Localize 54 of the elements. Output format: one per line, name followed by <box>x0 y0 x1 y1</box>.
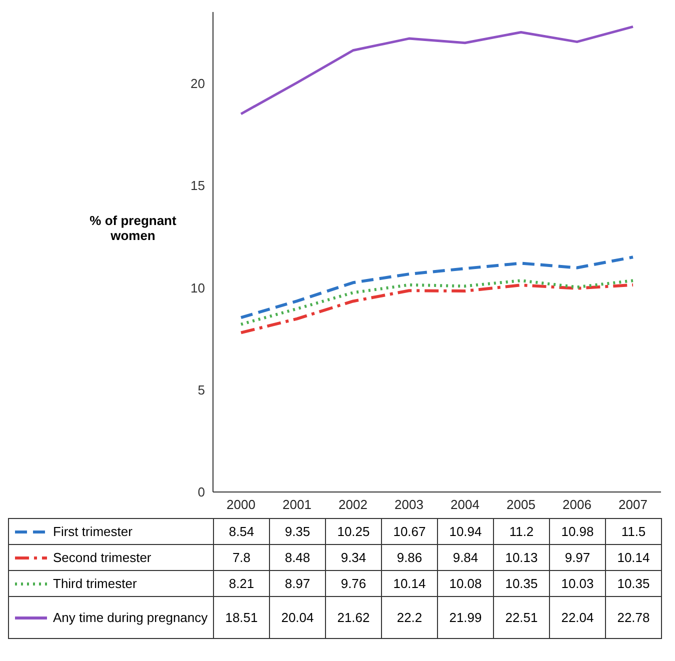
data-label: 8.54 <box>214 518 270 544</box>
data-label: 11.5 <box>606 518 662 544</box>
data-label: 22.2 <box>382 596 438 638</box>
data-label: 9.76 <box>326 570 382 596</box>
legend-label: First trimester <box>53 524 132 539</box>
data-label: 21.62 <box>326 596 382 638</box>
x-tick-label: 2007 <box>618 497 648 512</box>
data-label: 10.03 <box>550 570 606 596</box>
data-label: 22.78 <box>606 596 662 638</box>
line-series <box>240 279 634 326</box>
data-label: 22.04 <box>550 596 606 638</box>
y-tick-label: 20 <box>190 76 205 92</box>
y-tick-label: 10 <box>190 280 205 296</box>
data-label: 9.97 <box>550 544 606 570</box>
x-tick-label: 2000 <box>226 497 256 512</box>
y-axis-title: % of pregnant women <box>88 213 178 243</box>
x-tick-label: 2004 <box>450 497 480 512</box>
data-label: 21.99 <box>438 596 494 638</box>
data-label: 9.84 <box>438 544 494 570</box>
data-label: 7.8 <box>214 544 270 570</box>
legend-label: Any time during pregnancy <box>53 610 208 625</box>
x-tick-label: 2006 <box>562 497 592 512</box>
data-label: 8.97 <box>270 570 326 596</box>
data-label: 10.14 <box>606 544 662 570</box>
data-label: 9.86 <box>382 544 438 570</box>
data-label: 10.35 <box>606 570 662 596</box>
data-label: 22.51 <box>494 596 550 638</box>
line-series <box>240 256 634 320</box>
y-tick-label: 0 <box>198 484 205 500</box>
x-tick-label: 2003 <box>394 497 424 512</box>
legend-label: Third trimester <box>53 576 137 591</box>
data-label: 10.08 <box>438 570 494 596</box>
x-tick-label: 2001 <box>282 497 312 512</box>
data-label: 10.25 <box>326 518 382 544</box>
data-label: 9.35 <box>270 518 326 544</box>
data-label: 10.13 <box>494 544 550 570</box>
data-label: 10.35 <box>494 570 550 596</box>
data-label: 18.51 <box>214 596 270 638</box>
data-label: 9.34 <box>326 544 382 570</box>
data-label: 8.21 <box>214 570 270 596</box>
data-label: 10.94 <box>438 518 494 544</box>
data-label: 10.67 <box>382 518 438 544</box>
legend-label: Second trimester <box>53 550 152 565</box>
data-label: 8.48 <box>270 544 326 570</box>
data-label: 11.2 <box>494 518 550 544</box>
data-label: 10.14 <box>382 570 438 596</box>
x-tick-label: 2005 <box>506 497 536 512</box>
line-series <box>240 25 634 116</box>
data-label: 10.98 <box>550 518 606 544</box>
line-series <box>240 283 634 334</box>
x-tick-label: 2002 <box>338 497 368 512</box>
y-tick-label: 15 <box>190 178 205 194</box>
data-label: 20.04 <box>270 596 326 638</box>
y-tick-label: 5 <box>198 382 205 398</box>
